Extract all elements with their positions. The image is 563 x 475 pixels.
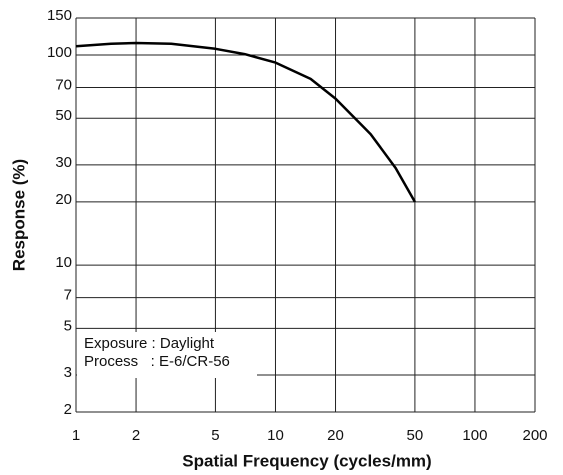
y-tick-label: 100 — [47, 44, 72, 61]
x-tick-label: 20 — [327, 427, 344, 444]
y-tick-label: 2 — [64, 401, 72, 418]
x-axis-title: Spatial Frequency (cycles/mm) — [182, 451, 431, 470]
y-tick-label: 3 — [64, 364, 72, 381]
annotation: Exposure : Daylight — [84, 335, 215, 352]
x-tick-label: 1 — [72, 427, 80, 444]
line — [75, 41, 416, 203]
x-tick-label: 100 — [462, 427, 487, 444]
y-tick-label: 30 — [55, 154, 72, 171]
y-tick-label: 150 — [47, 7, 72, 24]
annotation: Process : E-6/CR-56 — [84, 353, 230, 370]
x-tick-label: 5 — [211, 427, 219, 444]
y-tick-label: 70 — [55, 77, 72, 94]
y-tick-label: 5 — [64, 317, 72, 334]
x-tick-label: 10 — [267, 427, 284, 444]
x-tick-label: 2 — [132, 427, 140, 444]
y-tick-label: 7 — [64, 287, 72, 304]
y-tick-label: 50 — [55, 107, 72, 124]
y-tick-label: 20 — [55, 191, 72, 208]
annotation-box — [77, 332, 257, 378]
y-tick-label: 10 — [55, 254, 72, 271]
x-tick-label: 50 — [407, 427, 424, 444]
x-tick-label: 200 — [522, 427, 547, 444]
y-axis-title: Response (%) — [9, 159, 28, 271]
